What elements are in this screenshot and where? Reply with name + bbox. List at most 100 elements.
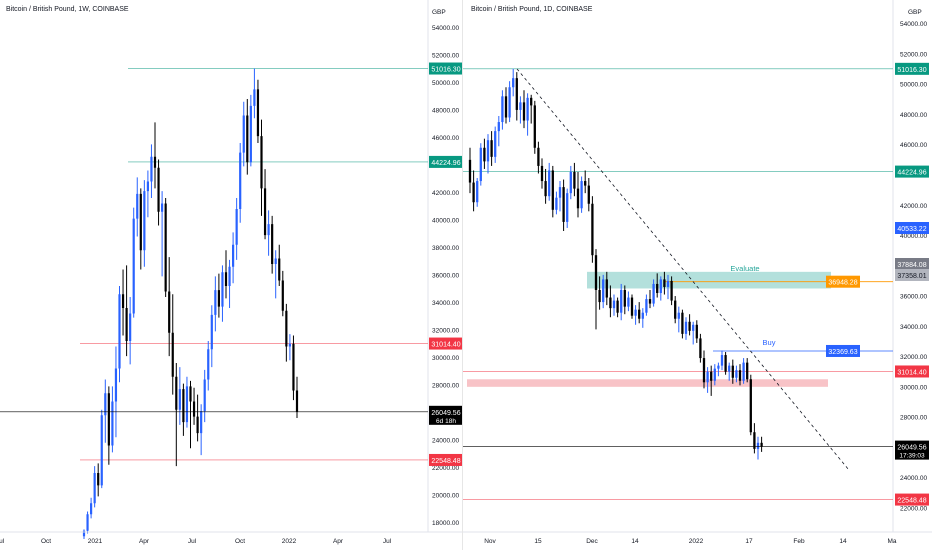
last-price-tag-bg xyxy=(895,440,929,460)
time-tick-label: 2021 xyxy=(88,538,103,545)
level-price-tag: 44224.96 xyxy=(897,170,926,177)
candle-body xyxy=(157,167,160,212)
candle-body xyxy=(515,78,518,110)
time-tick-label: 2022 xyxy=(689,538,704,545)
level-price-tag-bg xyxy=(895,493,929,506)
price-tick-label: 54000.00 xyxy=(900,21,927,28)
candle-body xyxy=(616,300,619,313)
last-price-tag: 26049.56 xyxy=(897,445,926,452)
level-price-tag: 22548.48 xyxy=(897,498,926,505)
candle-body xyxy=(674,300,677,319)
price-tick-label: 50000.00 xyxy=(432,80,459,87)
candle-body xyxy=(235,209,238,245)
candle-body xyxy=(146,181,149,192)
candle-body xyxy=(260,136,263,189)
level-price-tag: 51016.30 xyxy=(431,67,460,74)
candle-body xyxy=(724,355,727,372)
candle-body xyxy=(256,89,260,137)
candle-body xyxy=(274,258,277,264)
candle-body xyxy=(598,289,601,303)
daily-chart-canvas[interactable]: GBP22000.0024000.0026000.0028000.0030000… xyxy=(463,0,932,550)
price-tick-label: 52000.00 xyxy=(900,51,927,58)
candle-body xyxy=(504,96,508,118)
candle-body xyxy=(203,379,206,412)
weekly-chart-canvas[interactable]: GBP 18000.00 20000.00 22000.00 24000.00 28000… xyxy=(0,0,462,550)
candle-body xyxy=(522,102,526,121)
candle-body xyxy=(627,297,630,307)
side-price-tag-bg xyxy=(895,269,929,281)
candle-body xyxy=(670,280,673,301)
weekly-chart-panel[interactable]: Bitcoin / British Pound, 1W, COINBASE GB… xyxy=(0,0,463,550)
price-tick-label: 54000.00 xyxy=(432,25,459,32)
candle-body xyxy=(555,197,558,210)
candle-body xyxy=(512,78,515,88)
candle-body xyxy=(242,115,245,153)
level-price-tag: 22548.48 xyxy=(431,458,460,465)
candle-body xyxy=(483,147,486,162)
candle-body xyxy=(710,371,713,381)
candle-body xyxy=(501,96,504,123)
candle-body xyxy=(497,122,500,132)
price-tick-label: 38000.00 xyxy=(432,245,459,252)
candle-body xyxy=(699,338,702,359)
candle-body xyxy=(494,131,497,157)
level-price-tag-bg xyxy=(429,62,462,75)
candle-body xyxy=(652,283,655,304)
candle-body xyxy=(486,140,490,162)
candle-body xyxy=(472,182,475,203)
candle-body xyxy=(656,283,659,294)
candle-body xyxy=(232,244,235,267)
candle-body xyxy=(200,411,203,434)
candle-body xyxy=(118,294,121,369)
time-tick-label: Nov xyxy=(484,538,496,545)
price-tick-label: 36000.00 xyxy=(900,294,927,301)
candle-body xyxy=(609,297,612,309)
level-price-tag: 31014.40 xyxy=(431,342,460,349)
candle-body xyxy=(540,165,544,182)
candle-body xyxy=(533,105,536,148)
daily-chart-title: Bitcoin / British Pound, 1D, COINBASE xyxy=(471,6,593,13)
level-price-tag: 51016.30 xyxy=(897,67,926,74)
candle-body xyxy=(214,290,217,315)
level-price-tag-bg xyxy=(895,365,929,378)
price-tick-label: 32000.00 xyxy=(900,354,927,361)
candle-body xyxy=(753,432,756,449)
candle-body xyxy=(663,279,666,287)
currency-label: GBP xyxy=(432,9,446,16)
candle-body xyxy=(684,321,688,334)
candle-body xyxy=(288,343,291,347)
candle-body xyxy=(121,294,125,308)
candle-body xyxy=(246,115,249,163)
candle-body xyxy=(90,503,93,515)
time-tick-label: 14 xyxy=(839,538,847,545)
candle-body xyxy=(584,181,587,186)
candle-body xyxy=(738,370,742,381)
candle-body xyxy=(267,224,270,236)
candle-body xyxy=(125,308,128,341)
candle-body xyxy=(153,156,157,168)
price-tick-label: 30000.00 xyxy=(432,355,459,362)
candle-body xyxy=(630,297,634,316)
resistance-zone xyxy=(467,379,828,387)
candle-body xyxy=(648,299,652,304)
price-tick-label: 40000.00 xyxy=(900,233,927,240)
last-price-tag-bg xyxy=(429,405,462,425)
time-tick-label: Apr xyxy=(139,538,150,545)
candle-body xyxy=(591,203,594,256)
candle-body xyxy=(192,401,196,417)
candle-body xyxy=(681,312,684,334)
candle-body xyxy=(479,147,482,182)
price-tick-label: 28000.00 xyxy=(900,415,927,422)
candle-body xyxy=(659,279,662,294)
candle-body xyxy=(476,181,479,203)
time-tick-label: Ma xyxy=(887,538,896,545)
side-price-tag: 40533.22 xyxy=(897,226,926,233)
candle-body xyxy=(196,416,199,434)
price-tick-label: 40000.00 xyxy=(432,218,459,225)
candle-body xyxy=(645,299,648,313)
daily-chart-panel[interactable]: Bitcoin / British Pound, 1D, COINBASE GB… xyxy=(463,0,932,550)
price-tick-label: 22000.00 xyxy=(432,465,459,472)
candle-body xyxy=(189,386,192,402)
evaluate-price-tag-bg xyxy=(826,275,860,288)
